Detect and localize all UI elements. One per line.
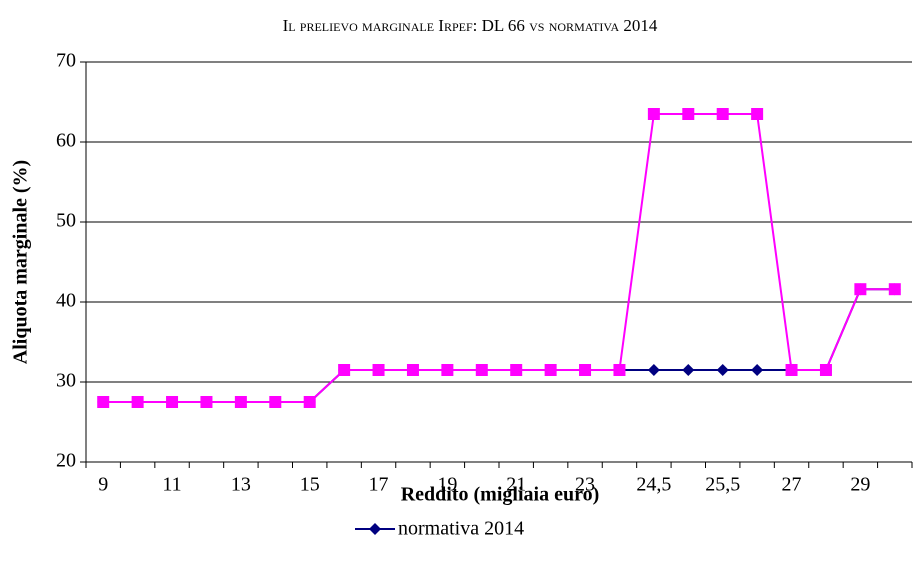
marker	[338, 364, 351, 376]
x-tick-label: 23	[575, 474, 595, 496]
marker	[716, 364, 729, 376]
marker	[131, 396, 144, 408]
x-tick-label: 9	[98, 474, 108, 496]
marker	[716, 108, 729, 120]
y-tick-label: 30	[56, 370, 76, 392]
x-tick-label: 24,5	[636, 474, 671, 496]
marker	[510, 364, 523, 376]
x-tick-label: 13	[231, 474, 251, 496]
marker	[751, 108, 764, 120]
y-tick-label: 20	[56, 450, 76, 472]
marker	[682, 364, 695, 376]
x-tick-label: 17	[369, 474, 389, 496]
marker	[647, 108, 660, 120]
marker	[785, 364, 798, 376]
marker	[613, 364, 626, 376]
marker	[682, 108, 695, 120]
x-tick-label: 19	[437, 474, 457, 496]
marker	[854, 283, 867, 296]
chart-title: Il prelievo marginale Irpef: DL 66 vs no…	[283, 16, 658, 35]
marker	[406, 364, 419, 376]
marker	[579, 364, 592, 376]
marker	[751, 364, 764, 376]
x-tick-label: 27	[782, 474, 802, 496]
marker	[166, 396, 179, 408]
marker	[303, 396, 316, 408]
x-tick-label: 29	[850, 474, 870, 496]
marker	[97, 396, 110, 408]
x-tick-label: 11	[162, 474, 181, 496]
marker	[475, 364, 488, 376]
series-line	[103, 288, 895, 403]
marker	[372, 364, 385, 376]
y-axis-title: Aliquota marginale (%)	[10, 160, 32, 364]
marker	[369, 523, 381, 535]
y-tick-label: 50	[56, 210, 76, 232]
marker	[234, 396, 247, 408]
x-tick-label: 25,5	[705, 474, 740, 496]
legend-label: normativa 2014	[398, 518, 524, 540]
marker	[200, 396, 213, 408]
marker	[888, 283, 901, 296]
marker	[544, 364, 557, 376]
marker	[647, 364, 660, 376]
x-tick-label: 15	[300, 474, 320, 496]
y-tick-label: 70	[56, 50, 76, 72]
marker	[441, 364, 454, 376]
marker	[269, 396, 282, 408]
x-axis-title: Reddito (migliaia euro)	[401, 484, 600, 506]
series-line	[103, 113, 895, 403]
x-tick-label: 21	[506, 474, 526, 496]
y-tick-label: 40	[56, 290, 76, 312]
y-tick-label: 60	[56, 130, 76, 152]
marker	[819, 364, 832, 376]
